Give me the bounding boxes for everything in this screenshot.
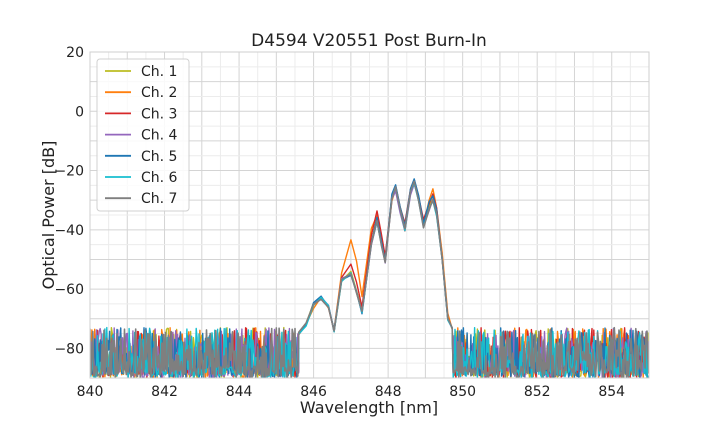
x-tick-label: 842 (151, 384, 178, 400)
legend-label: Ch. 7 (141, 191, 177, 207)
chart-title: D4594 V20551 Post Burn-In (251, 31, 487, 51)
series-line-ch-7 (90, 180, 649, 378)
legend-box (96, 58, 190, 212)
y-tick-label: 20 (66, 45, 84, 61)
x-tick-label: 844 (226, 384, 253, 400)
x-tick-label: 852 (524, 384, 551, 400)
x-tick-label: 850 (449, 384, 476, 400)
y-tick-label: −40 (54, 223, 84, 239)
legend-label: Ch. 5 (141, 149, 177, 165)
y-tick-label: −60 (54, 282, 84, 298)
legend-label: Ch. 6 (141, 170, 178, 186)
legend-label: Ch. 1 (141, 64, 177, 80)
plot-frame (89, 51, 650, 379)
legend-label: Ch. 2 (141, 85, 177, 101)
x-tick-label: 854 (598, 384, 625, 400)
x-axis-label: Wavelength [nm] (300, 398, 438, 417)
legend-label: Ch. 4 (141, 128, 178, 144)
legend: Ch. 1 Ch. 2 Ch. 3 Ch. 4 Ch. 5 Ch. 6 Ch. 7 (96, 58, 190, 212)
legend-label: Ch. 3 (141, 106, 177, 122)
series-group (90, 178, 649, 378)
x-tick-label: 846 (300, 384, 327, 400)
y-axis-label: Optical Power [dB] (39, 141, 58, 290)
y-tick-label: −20 (54, 164, 84, 180)
x-tick-label: 840 (77, 384, 104, 400)
x-tick-label: 848 (375, 384, 402, 400)
x-tick-labels: 840 842 844 846 848 850 852 854 (77, 384, 626, 400)
y-tick-labels: 20 0 −20 −40 −60 −80 (54, 45, 84, 357)
y-tick-label: 0 (75, 104, 84, 120)
y-tick-label: −80 (54, 341, 84, 357)
